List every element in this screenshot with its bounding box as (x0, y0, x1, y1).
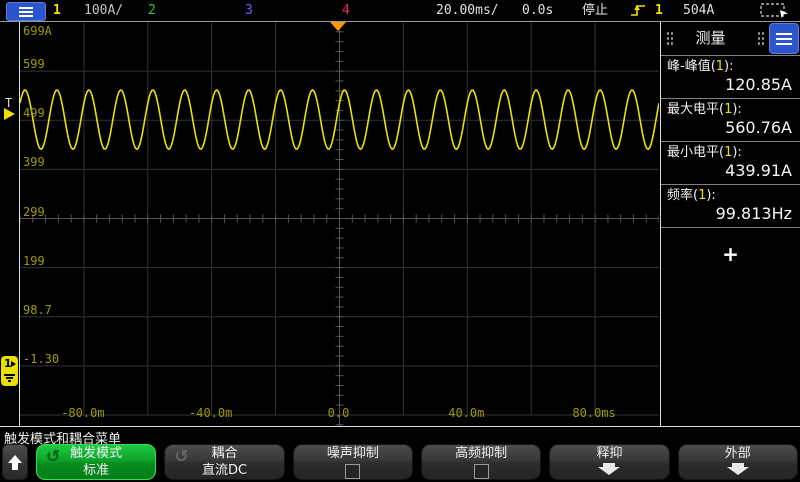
measurement-value: 99.813Hz (715, 204, 792, 223)
back-button[interactable] (2, 444, 28, 480)
ground-marker-channel-number: 1 (4, 357, 12, 370)
panel-border (660, 22, 661, 426)
hamburger-icon (19, 6, 33, 17)
channel-3-button[interactable]: 3 (245, 3, 253, 18)
trigger-source-readout[interactable]: 1 (655, 3, 663, 18)
channel-1-button[interactable]: 1 (53, 3, 61, 18)
x-axis-label: 80.0ms (572, 406, 616, 420)
channel-1-trace (20, 89, 659, 151)
softkey-label: 高频抑制 (455, 446, 508, 461)
menu-separator (0, 426, 800, 427)
y-axis-label: 599 (23, 57, 45, 72)
checkbox[interactable] (345, 464, 361, 479)
softkey-label: 外部 (724, 446, 751, 461)
waveform-graticule (20, 22, 659, 427)
x-axis-label: 40.0m (448, 406, 485, 420)
softkey-row: ↺ 触发模式标准 ↺ 耦合直流DC 噪声抑制 高频抑制 释抑 外部 (2, 444, 798, 480)
checkbox[interactable] (473, 464, 489, 479)
channel-2-button[interactable]: 2 (148, 3, 156, 18)
measurement-panel: 测量 峰-峰值(1): 120.85A 最大电平(1): 560.76A 最小电平(1)… (661, 22, 800, 426)
trigger-slope-icon (629, 2, 648, 22)
x-axis-label: 0.0 (327, 406, 350, 420)
topbar: 1 100A/ 2 3 4 20.00ms/ 0.0s 停止 1 504A (0, 0, 800, 21)
y-axis-label: 699A (23, 24, 52, 38)
add-measurement-button[interactable]: + (722, 242, 739, 266)
y-axis-label: 199 (23, 253, 45, 268)
channel-1-ground-marker[interactable]: 1 (1, 356, 18, 386)
measurement-label: 频率(1): (667, 188, 716, 203)
softkey-hf-reject[interactable]: 高频抑制 (420, 444, 542, 480)
measurement-menu-button[interactable] (769, 23, 799, 54)
trigger-position-marker[interactable] (330, 22, 346, 31)
softkey-external[interactable]: 外部 (677, 444, 798, 480)
trigger-level-readout[interactable]: 504A (683, 3, 715, 18)
measurement-value: 560.76A (725, 118, 792, 137)
softkey-trigger-mode[interactable]: ↺ 触发模式标准 (36, 444, 157, 480)
softkey-coupling[interactable]: ↺ 耦合直流DC (164, 444, 285, 480)
y-axis-label: 299 (23, 204, 45, 219)
drag-handle-icon[interactable] (666, 31, 673, 47)
down-arrow-icon (679, 463, 797, 475)
softkey-label: 直流DC (201, 463, 248, 478)
softkey-noise-reject[interactable]: 噪声抑制 (292, 444, 413, 480)
ground-marker-arrow-icon (11, 361, 16, 367)
softkey-label: 触发模式 (70, 446, 123, 461)
up-arrow-icon (12, 462, 18, 470)
y-axis-label: 399 (23, 155, 45, 170)
topbar-separator (0, 21, 800, 22)
cycle-icon: ↺ (46, 447, 61, 467)
x-axis-label: -80.0m (61, 406, 105, 420)
softkey-label: 标准 (83, 463, 110, 478)
measurement-panel-title: 测量 (695, 29, 726, 47)
down-arrow-icon (550, 463, 668, 475)
menu-title: 触发模式和耦合菜单 (4, 432, 122, 447)
graticule-left-border (19, 22, 20, 426)
channel-1-scale[interactable]: 100A/ (84, 3, 124, 18)
run-state-indicator[interactable]: 停止 (582, 3, 609, 18)
trigger-level-marker[interactable] (4, 108, 15, 120)
y-axis-label: -1.30 (23, 351, 60, 366)
softkey-label: 耦合 (211, 446, 238, 461)
up-arrow-icon (8, 454, 22, 463)
selection-box-icon[interactable] (760, 3, 790, 23)
drag-handle-icon[interactable] (757, 31, 764, 47)
measurement-row[interactable]: 最大电平(1): 560.76A (661, 99, 800, 142)
measurement-label: 峰-峰值(1): (667, 59, 734, 74)
softkey-label: 释抑 (596, 446, 623, 461)
main-menu-button[interactable] (6, 2, 46, 21)
cycle-icon: ↺ (174, 447, 189, 467)
measurement-row[interactable]: 最小电平(1): 439.91A (661, 142, 800, 185)
measurement-panel-header: 测量 (661, 22, 800, 56)
measurement-row[interactable]: 峰-峰值(1): 120.85A (661, 56, 800, 99)
measurement-label: 最小电平(1): (667, 145, 742, 160)
delay-readout[interactable]: 0.0s (522, 3, 554, 18)
y-axis-label: 98.7 (23, 302, 52, 317)
measurement-label: 最大电平(1): (667, 102, 742, 117)
y-axis-label: 499 (23, 106, 45, 121)
timebase-readout[interactable]: 20.00ms/ (436, 3, 499, 18)
trigger-level-letter: T (5, 96, 13, 110)
softkey-holdoff[interactable]: 释抑 (549, 444, 670, 480)
x-axis-label: -40.0m (189, 406, 233, 420)
channel-4-button[interactable]: 4 (342, 3, 350, 18)
hamburger-icon (776, 32, 792, 45)
softkey-label: 噪声抑制 (326, 446, 379, 461)
measurement-value: 120.85A (725, 75, 792, 94)
measurement-row[interactable]: 频率(1): 99.813Hz (661, 185, 800, 228)
measurement-value: 439.91A (725, 161, 792, 180)
